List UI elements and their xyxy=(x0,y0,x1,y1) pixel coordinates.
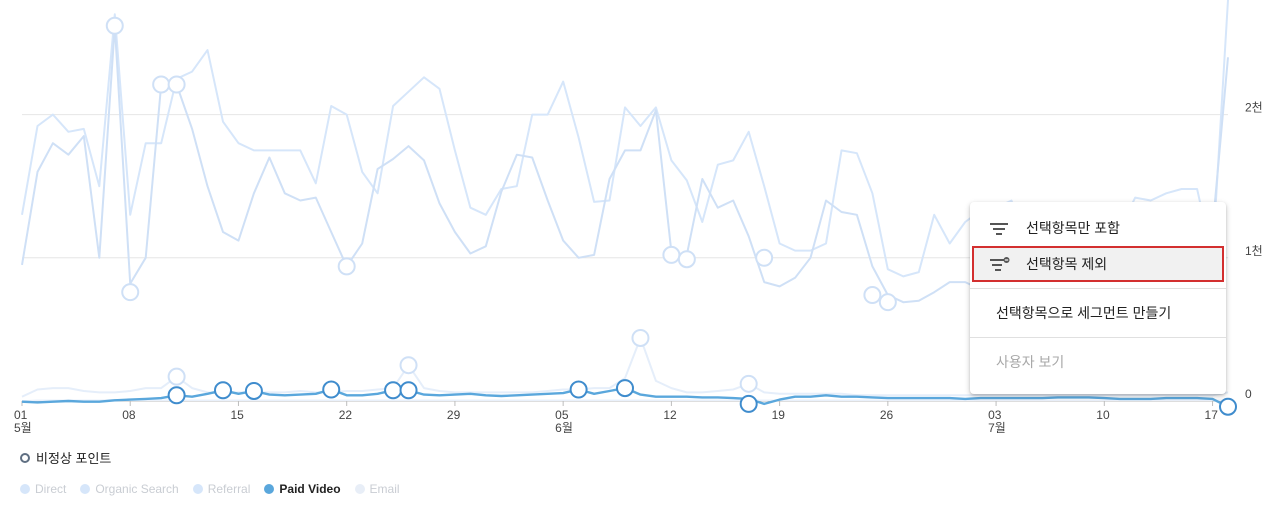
x-tick-label: 08 xyxy=(122,408,136,422)
anomaly-point xyxy=(337,257,356,276)
anomaly-point xyxy=(152,75,171,94)
legend-item-paid-video[interactable]: Paid Video xyxy=(264,482,341,496)
x-tick-label: 26 xyxy=(880,408,894,422)
anomaly-point xyxy=(105,16,124,35)
legend-item-direct[interactable]: Direct xyxy=(20,482,66,496)
x-tick-label: 03 xyxy=(988,408,1002,422)
x-tick-label: 29 xyxy=(447,408,461,422)
legend-label: Referral xyxy=(207,482,251,496)
menu-divider xyxy=(970,288,1226,289)
anomaly-point xyxy=(569,380,588,399)
legend-label: Direct xyxy=(35,482,67,496)
menu-create-segment-label: 선택항목으로 세그먼트 만들기 xyxy=(996,305,1172,321)
anomaly-point xyxy=(677,250,696,269)
anomaly-ring-icon xyxy=(20,452,30,463)
x-tick-label: 10 xyxy=(1096,408,1110,422)
x-tick-label: 17 xyxy=(1205,408,1219,422)
filter-exclude-icon xyxy=(990,257,1010,271)
anomaly-point xyxy=(1219,397,1237,416)
legend-item-referral[interactable]: Referral xyxy=(192,482,251,496)
x-tick-label: 19 xyxy=(772,408,786,422)
anomaly-point xyxy=(863,286,882,305)
anomaly-point xyxy=(384,381,403,400)
x-tick-label: 05 xyxy=(555,408,569,422)
anomaly-point xyxy=(322,380,341,399)
anomaly-point xyxy=(755,248,774,267)
x-tick-month: 6월 xyxy=(555,421,573,435)
y-tick-label: 1천 xyxy=(1245,243,1263,258)
legend-swatch xyxy=(80,484,91,494)
legend-label: Email xyxy=(369,482,400,496)
anomaly-point xyxy=(167,75,186,94)
anomaly-legend-label: 비정상 포인트 xyxy=(36,451,112,466)
series-line-email xyxy=(21,398,1228,402)
anomaly-point xyxy=(878,293,897,312)
legend-swatch xyxy=(20,484,30,494)
legend-label: Organic Search xyxy=(95,482,179,496)
anomaly-legend: 비정상 포인트 xyxy=(20,448,111,467)
legend-item-email[interactable]: Email xyxy=(354,482,400,496)
x-tick-month: 5월 xyxy=(14,421,32,435)
series-legend: Direct Organic Search Referral Paid Video Em… xyxy=(20,482,400,496)
menu-exclude-label: 선택항목 제외 xyxy=(1026,256,1108,272)
anomaly-point xyxy=(167,386,186,405)
legend-item-organic-search[interactable]: Organic Search xyxy=(80,482,179,496)
x-tick-label: 15 xyxy=(230,408,244,422)
anomaly-point xyxy=(631,328,650,347)
legend-swatch xyxy=(354,484,365,494)
anomaly-point xyxy=(121,283,140,302)
menu-view-users: 사용자 보기 xyxy=(970,344,1226,380)
filter-icon xyxy=(990,223,1008,235)
anomaly-point xyxy=(662,245,681,264)
anomaly-point xyxy=(739,374,758,393)
context-menu: 선택항목만 포함 선택항목 제외 선택항목으로 세그먼트 만들기 사용자 보기 xyxy=(970,202,1226,394)
legend-swatch xyxy=(192,484,203,494)
menu-include-only-label: 선택항목만 포함 xyxy=(1026,220,1121,236)
menu-include-only[interactable]: 선택항목만 포함 xyxy=(970,210,1226,246)
y-tick-label: 2천 xyxy=(1245,100,1263,115)
legend-label: Paid Video xyxy=(279,482,341,496)
anomaly-point xyxy=(244,381,263,400)
menu-divider xyxy=(970,337,1226,338)
menu-create-segment[interactable]: 선택항목으로 세그먼트 만들기 xyxy=(970,295,1226,331)
anomaly-point xyxy=(399,381,418,400)
anomaly-point xyxy=(616,379,634,398)
x-tick-label: 12 xyxy=(663,408,677,422)
anomaly-point xyxy=(214,381,232,400)
x-tick-month: 7월 xyxy=(988,421,1006,435)
x-tick-label: 01 xyxy=(14,408,28,422)
menu-exclude[interactable]: 선택항목 제외 xyxy=(972,246,1224,282)
anomaly-point xyxy=(167,367,186,386)
y-tick-label: 0 xyxy=(1245,387,1252,401)
legend-swatch xyxy=(264,484,275,494)
anomaly-point xyxy=(399,356,418,375)
x-tick-label: 22 xyxy=(339,408,353,422)
menu-view-users-label: 사용자 보기 xyxy=(996,354,1065,370)
anomaly-point xyxy=(739,394,758,413)
